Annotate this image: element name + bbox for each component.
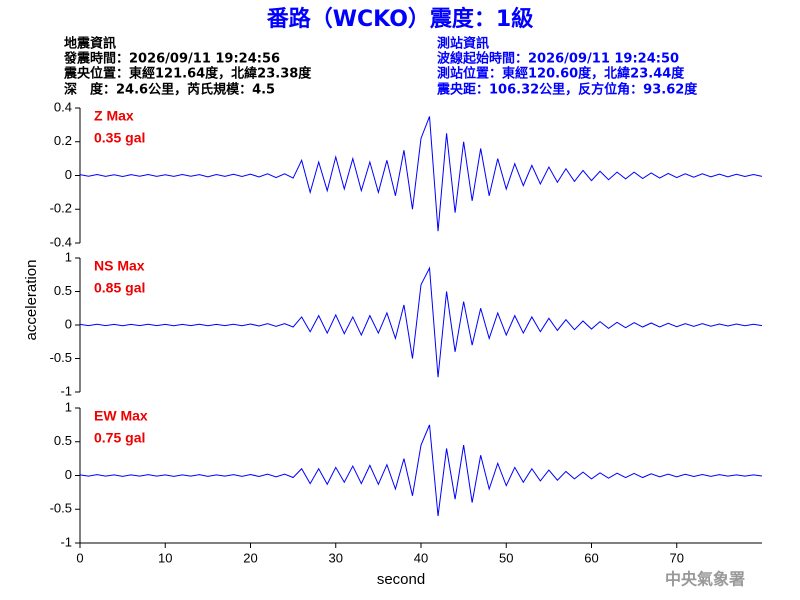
info-left: 發震時間：2026/09/11 19:24:56: [63, 51, 280, 67]
footer-logo: 中央氣象署: [665, 570, 745, 589]
max-label: EW Max: [94, 408, 148, 424]
y-tick-label: -0.5: [50, 501, 72, 516]
info-right: 震央距：106.32公里，反方位角：93.62度: [436, 82, 698, 98]
waveform: [79, 266, 763, 378]
info-right: 波線起始時間：2026/09/11 19:24:50: [437, 51, 679, 67]
y-tick-label: 1: [65, 249, 72, 264]
y-tick-label: 0: [65, 316, 72, 331]
y-tick-label: 0.2: [54, 133, 72, 148]
max-value-label: 0.85 gal: [94, 280, 145, 296]
info-left: 地震資訊: [64, 36, 116, 52]
x-tick-label: 10: [158, 550, 172, 565]
y-tick-label: -1: [60, 383, 72, 398]
y-tick-label: -1: [60, 534, 72, 549]
y-tick-label: 0.5: [54, 283, 72, 298]
x-tick-label: 70: [670, 550, 684, 565]
x-axis-label: second: [377, 571, 425, 588]
x-tick-label: 50: [499, 550, 513, 565]
waveform: [79, 424, 763, 517]
x-tick-label: 20: [243, 550, 257, 565]
x-tick-label: 0: [76, 550, 83, 565]
x-tick-label: 30: [329, 550, 343, 565]
waveform: [79, 116, 763, 232]
max-label: Z Max: [94, 108, 134, 124]
y-tick-label: 0.5: [54, 433, 72, 448]
info-right: 測站資訊: [437, 36, 489, 52]
info-left: 震央位置：東經121.64度，北緯23.38度: [63, 66, 312, 82]
y-tick-label: -0.5: [50, 350, 72, 365]
x-tick-label: 60: [584, 550, 598, 565]
info-left: 深 度：24.6公里，芮氏規模：4.5: [64, 82, 275, 98]
y-tick-label: 0.4: [54, 99, 72, 114]
y-tick-label: -0.2: [50, 201, 72, 216]
x-tick-label: 40: [414, 550, 428, 565]
max-value-label: 0.75 gal: [94, 430, 145, 446]
y-tick-label: 1: [65, 399, 72, 414]
y-tick-label: 0: [65, 467, 72, 482]
info-right: 測站位置：東經120.60度，北緯23.44度: [437, 66, 685, 82]
y-axis-label: acceleration: [23, 260, 40, 341]
title: 番路（WCKO）震度：1級: [266, 6, 533, 32]
y-tick-label: -0.4: [50, 234, 72, 249]
max-value-label: 0.35 gal: [94, 130, 145, 146]
max-label: NS Max: [94, 258, 145, 274]
y-tick-label: 0: [65, 167, 72, 182]
